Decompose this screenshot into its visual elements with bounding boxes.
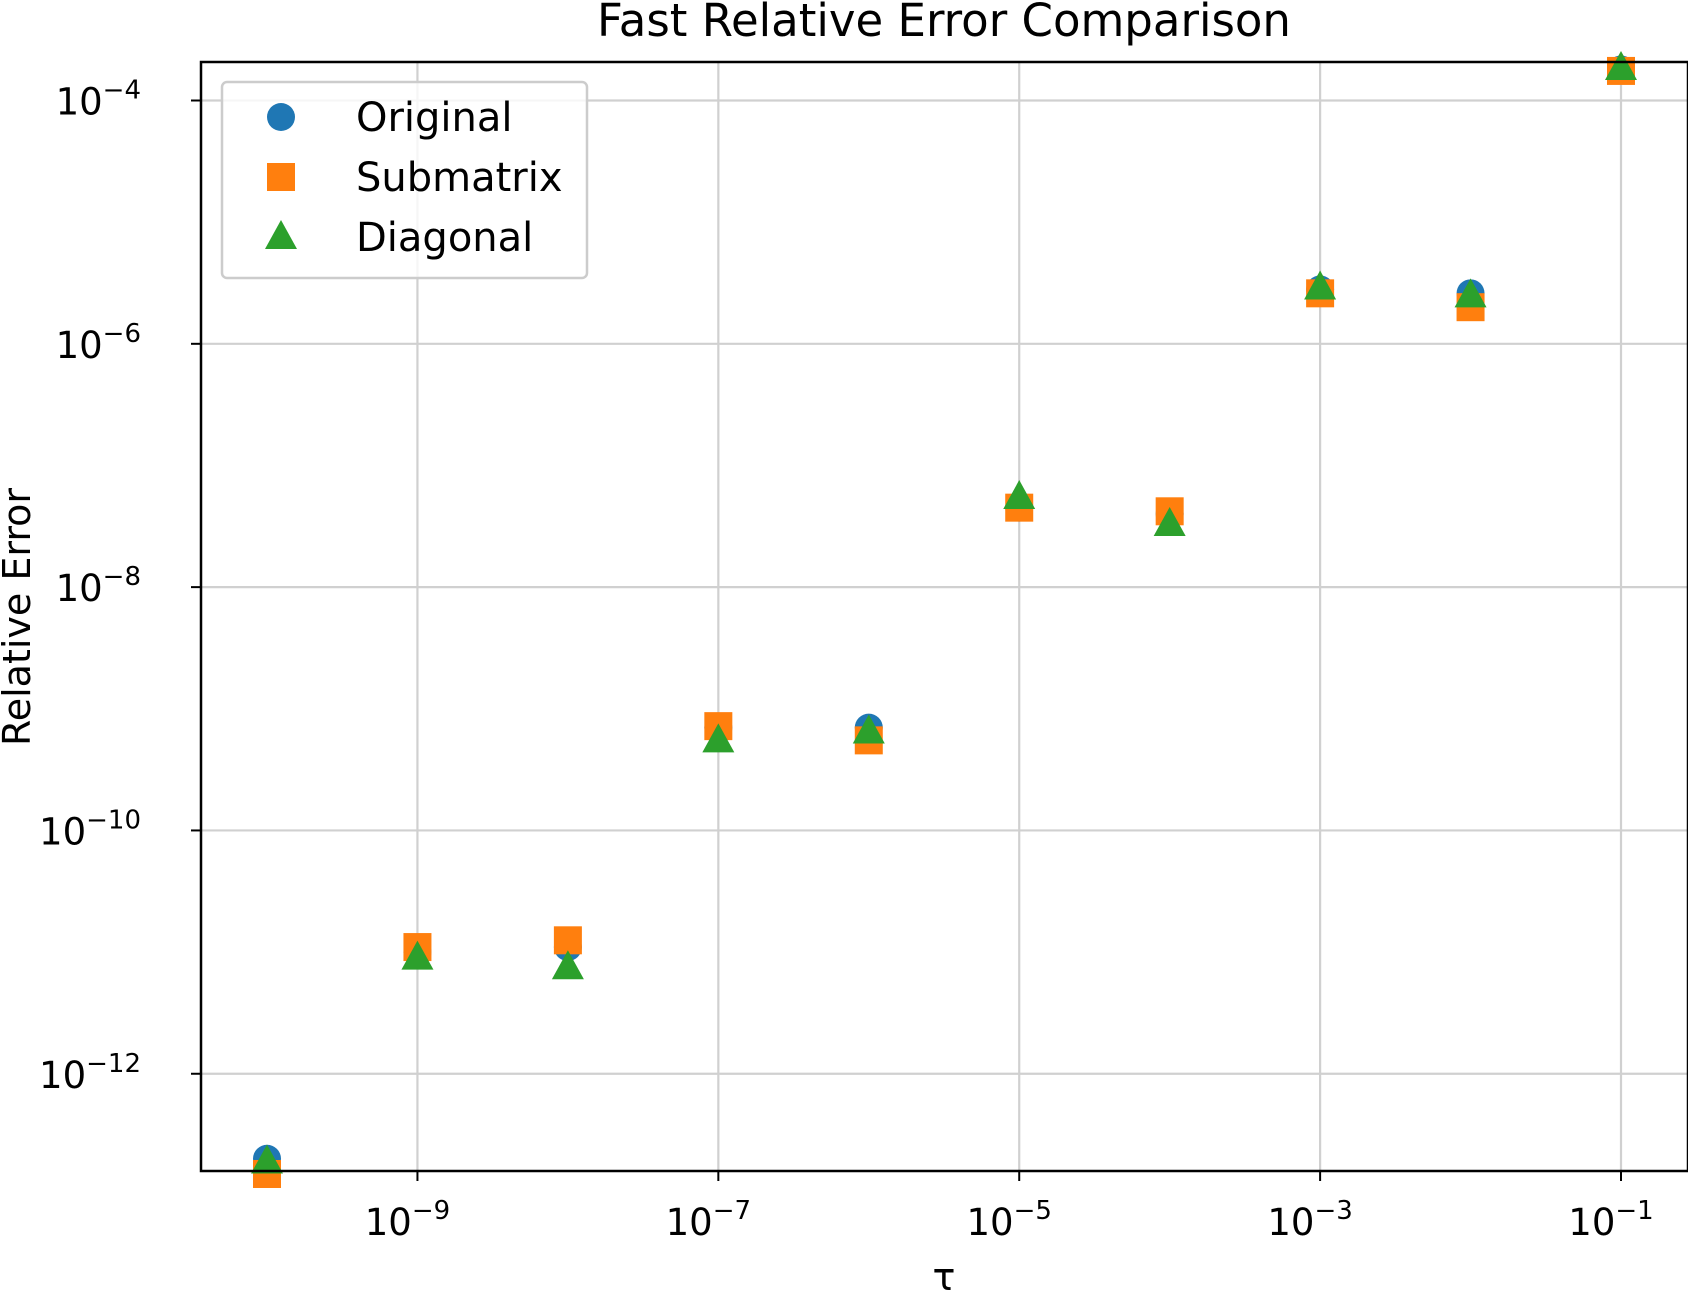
- legend-box: [220, 80, 589, 280]
- y-tick-label: 10−4: [56, 75, 141, 123]
- legend-label-diagonal: Diagonal: [356, 215, 533, 261]
- x-tick-label: 10−5: [967, 1196, 1052, 1244]
- y-axis-label: Relative Error: [0, 488, 39, 746]
- series-diagonal: [251, 50, 1637, 1174]
- diagonal-point: [251, 1144, 283, 1174]
- diagonal-point: [1153, 507, 1186, 537]
- y-tick-label: 10−8: [56, 562, 141, 610]
- diagonal-point: [1454, 278, 1487, 308]
- x-axis-label: τ: [933, 1255, 956, 1298]
- diagonal-point: [852, 714, 885, 744]
- grid: [201, 62, 1688, 1171]
- legend-label-submatrix: Submatrix: [356, 155, 563, 201]
- x-tick-label: 10−9: [365, 1196, 450, 1244]
- legend-marker-submatrix: [267, 163, 295, 191]
- legend: Original Submatrix Diagonal: [220, 80, 589, 280]
- x-tick-label: 10−1: [1568, 1196, 1653, 1244]
- x-tick-label: 10−3: [1267, 1196, 1352, 1244]
- y-tick-label: 10−6: [56, 319, 141, 367]
- y-tick-label: 10−10: [39, 805, 141, 853]
- plot-frame: [199, 60, 1688, 1173]
- diagonal-point: [1003, 480, 1036, 510]
- legend-marker-original: [267, 103, 295, 131]
- diagonal-point: [1304, 270, 1337, 300]
- diagonal-point: [1605, 50, 1637, 80]
- legend-marker-diagonal: [265, 220, 297, 249]
- diagonal-point: [702, 723, 735, 753]
- legend-label-original: Original: [356, 95, 513, 141]
- x-tick-label: 10−7: [666, 1196, 751, 1244]
- chart-title: Fast Relative Error Comparison: [597, 0, 1291, 47]
- y-tick-label: 10−12: [39, 1049, 141, 1097]
- diagonal-point: [551, 950, 584, 980]
- submatrix-point: [553, 926, 582, 955]
- diagonal-point: [401, 940, 434, 970]
- axis-ticks: 10−9 10−7 10−5 10−3 10−1 10−12 10−10 10−8 10−6 10…: [39, 75, 1654, 1244]
